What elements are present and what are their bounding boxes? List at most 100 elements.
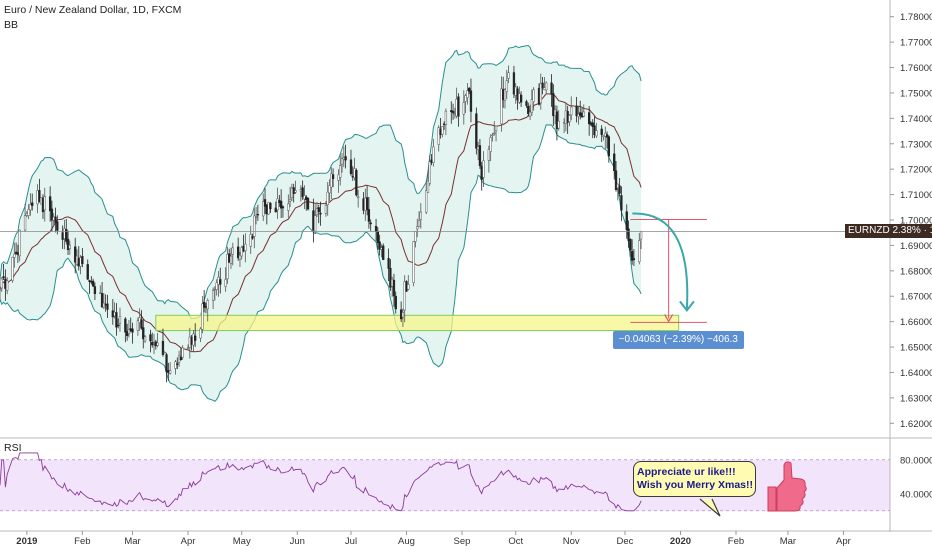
candle bbox=[74, 237, 77, 274]
candle bbox=[6, 277, 9, 295]
candle-body bbox=[4, 278, 7, 289]
x-tick-label: Dec bbox=[617, 536, 634, 547]
candle-body bbox=[125, 331, 129, 336]
candle bbox=[156, 332, 159, 348]
measure-label[interactable]: −0.04063 (−2.39%) −406.3 bbox=[612, 331, 744, 350]
candle-body bbox=[56, 221, 59, 231]
candle bbox=[593, 116, 596, 139]
candle-body bbox=[564, 110, 568, 124]
candle-body bbox=[242, 245, 245, 252]
y-tick-label: 1.69000 bbox=[900, 241, 932, 252]
candle bbox=[480, 161, 483, 191]
candle-body bbox=[127, 329, 131, 334]
candle bbox=[394, 291, 397, 314]
indicator-label-rsi[interactable]: RSI bbox=[4, 442, 22, 454]
candle-body bbox=[294, 190, 297, 193]
annotation-bubble[interactable]: Appreciate ur like!!! Wish you Merry Xma… bbox=[633, 461, 756, 497]
candle-body bbox=[432, 146, 435, 163]
candle bbox=[630, 239, 634, 265]
candle-body bbox=[151, 342, 154, 346]
candle bbox=[349, 149, 353, 176]
candle-body bbox=[403, 281, 406, 311]
candle-body bbox=[417, 220, 421, 228]
candle-body bbox=[99, 292, 102, 294]
y-tick-label: 1.62000 bbox=[900, 419, 932, 430]
candle-body bbox=[88, 280, 91, 283]
candle-body bbox=[503, 89, 507, 101]
candle-body bbox=[52, 216, 55, 221]
bb-upper-line bbox=[0, 44, 642, 320]
rsi-tick-label: 80.0000 bbox=[900, 455, 932, 466]
candle bbox=[570, 96, 573, 121]
candle bbox=[294, 180, 297, 194]
x-tick-label: Jul bbox=[345, 536, 357, 547]
candle-body bbox=[575, 105, 578, 116]
candle bbox=[249, 225, 252, 254]
candle-body bbox=[278, 200, 281, 203]
candle-body bbox=[491, 134, 494, 136]
candle bbox=[369, 219, 372, 231]
candle-body bbox=[600, 128, 603, 135]
candle bbox=[254, 207, 258, 225]
candle bbox=[605, 131, 609, 149]
candle bbox=[86, 259, 89, 281]
measure-tool[interactable] bbox=[630, 212, 707, 323]
candle bbox=[276, 187, 279, 219]
candle-body bbox=[117, 324, 120, 327]
candle-body bbox=[25, 213, 29, 216]
support-zone[interactable] bbox=[155, 314, 680, 332]
candle bbox=[437, 125, 440, 152]
candle bbox=[174, 359, 177, 375]
candle-body bbox=[582, 111, 585, 117]
candle bbox=[168, 362, 172, 375]
candle-body bbox=[591, 122, 594, 127]
candle-body bbox=[303, 195, 306, 200]
candle bbox=[18, 229, 21, 262]
candle bbox=[251, 233, 254, 240]
candle-body bbox=[469, 90, 473, 112]
candle-body bbox=[489, 137, 492, 152]
candle-body bbox=[376, 231, 379, 244]
candle bbox=[13, 242, 16, 268]
candle bbox=[392, 273, 396, 307]
candle bbox=[115, 303, 118, 336]
candle-body bbox=[168, 370, 172, 374]
candle-body bbox=[374, 225, 378, 232]
candlestick-series bbox=[0, 65, 643, 383]
candle-body bbox=[194, 335, 197, 341]
candle-body bbox=[532, 89, 535, 102]
candle bbox=[43, 187, 46, 222]
candle bbox=[482, 151, 485, 188]
candle-body bbox=[176, 363, 179, 365]
candle bbox=[211, 287, 215, 310]
candle bbox=[0, 287, 2, 302]
candle-body bbox=[566, 111, 569, 123]
candle-body bbox=[629, 239, 632, 251]
candle bbox=[142, 319, 145, 349]
candle-body bbox=[537, 87, 541, 105]
candle-body bbox=[557, 120, 560, 129]
candle-body bbox=[287, 203, 290, 211]
candle-body bbox=[174, 361, 177, 369]
candle-body bbox=[306, 197, 310, 210]
candle bbox=[541, 76, 544, 95]
candle bbox=[66, 230, 70, 256]
candle bbox=[428, 154, 431, 186]
candle bbox=[301, 180, 304, 200]
candle-body bbox=[267, 202, 270, 215]
candle-body bbox=[494, 125, 498, 132]
candle-body bbox=[237, 246, 240, 259]
candle-body bbox=[387, 258, 390, 269]
indicator-label-bb[interactable]: BB bbox=[4, 19, 19, 31]
candle-body bbox=[188, 336, 191, 348]
candle bbox=[54, 207, 57, 233]
candle bbox=[317, 204, 320, 224]
candle bbox=[281, 205, 285, 218]
candle bbox=[444, 108, 448, 136]
candle bbox=[0, 277, 3, 292]
candle-body bbox=[500, 88, 503, 125]
candle-body bbox=[231, 247, 234, 255]
candle bbox=[550, 74, 553, 107]
candle-body bbox=[568, 115, 571, 123]
candle bbox=[417, 211, 421, 228]
